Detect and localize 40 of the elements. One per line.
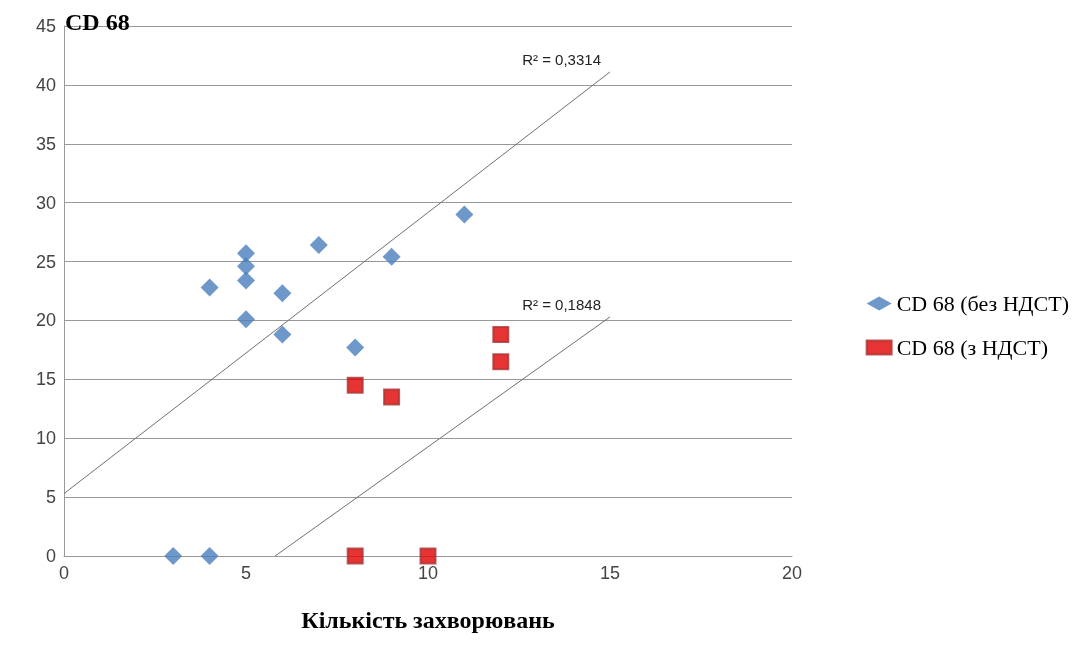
point (237, 271, 255, 290)
y-tick-label: 20 (35, 310, 56, 331)
y-tick-label: 0 (45, 546, 56, 566)
x-axis-title: Кількість захворювань (301, 607, 556, 633)
point (237, 244, 255, 263)
x-tick-label: 0 (58, 563, 70, 583)
x-tick-label: 5 (240, 563, 252, 583)
legend-label: CD 68 (з НДСТ) (896, 335, 1049, 360)
point (346, 547, 364, 565)
point (382, 247, 401, 266)
y-tick-label: 45 (35, 16, 56, 36)
point (309, 236, 328, 255)
point (346, 376, 364, 394)
point (237, 257, 255, 276)
point (346, 338, 365, 357)
point (200, 547, 219, 565)
point (273, 284, 292, 303)
point (492, 326, 510, 344)
annotation: R² = 0,1848 (522, 296, 601, 314)
point (237, 310, 255, 329)
annotation: R² = 0,3314 (522, 51, 601, 69)
point (492, 353, 510, 371)
y-tick-label: 10 (35, 428, 56, 449)
y-tick-label: 35 (35, 133, 56, 154)
point (455, 205, 474, 224)
y-tick-label: 5 (45, 487, 56, 508)
point (200, 278, 219, 297)
chart-title: CD 68 (65, 9, 130, 35)
x-tick-label: 15 (599, 563, 621, 583)
legend-label: CD 68 (без НДСТ) (896, 291, 1070, 316)
point (419, 547, 437, 565)
point (383, 388, 401, 406)
y-tick-label: 25 (35, 251, 56, 272)
point (164, 547, 183, 565)
point (273, 325, 292, 344)
y-tick-label: 40 (35, 74, 56, 95)
y-tick-label: 30 (35, 192, 56, 213)
x-tick-label: 20 (781, 563, 803, 583)
y-tick-label: 15 (35, 369, 56, 390)
x-tick-label: 10 (417, 563, 439, 583)
